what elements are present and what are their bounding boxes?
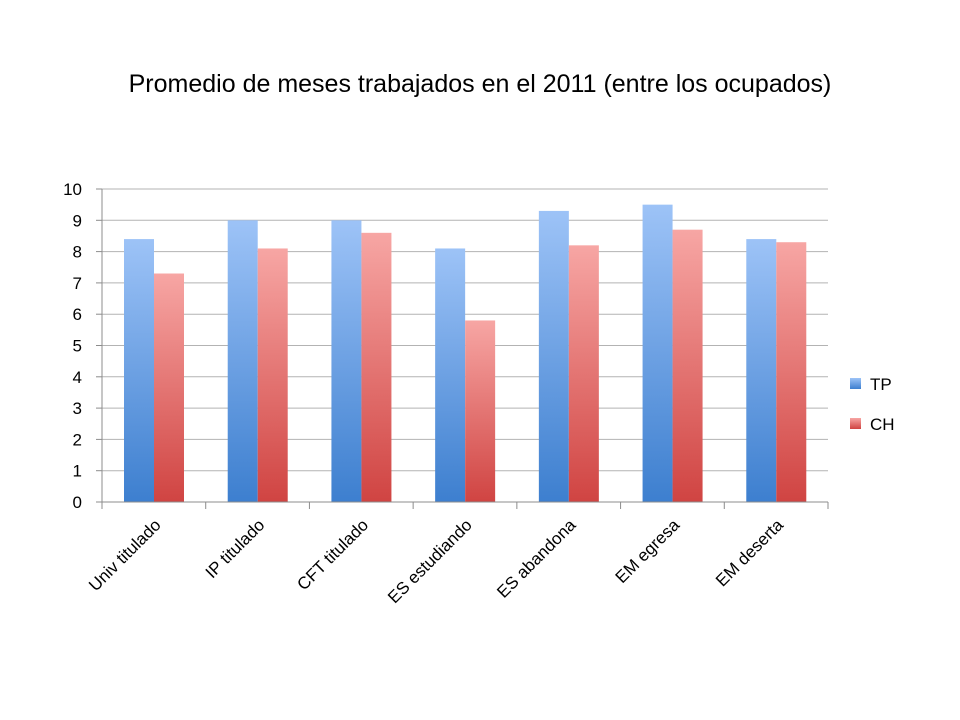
bar-tp	[227, 220, 258, 503]
legend-swatch-tp	[850, 378, 861, 389]
y-tick-label: 3	[73, 399, 82, 418]
bar-tp	[124, 239, 154, 502]
x-category-label: EM deserta	[712, 515, 787, 590]
x-category-label: Univ titulado	[85, 515, 165, 595]
x-category-label: ES estudiando	[384, 515, 476, 607]
legend-label-ch: CH	[870, 415, 895, 434]
x-category-label: EM egresa	[612, 515, 684, 587]
bar-tp	[331, 220, 362, 503]
y-tick-label: 2	[73, 430, 82, 449]
bar-ch	[257, 248, 288, 502]
bar-ch	[776, 242, 807, 502]
bars	[124, 204, 807, 503]
bar-ch	[672, 229, 703, 502]
x-category-label: ES abandona	[493, 515, 580, 602]
y-tick-label: 9	[73, 211, 82, 230]
y-tick-label: 6	[73, 305, 82, 324]
bar-ch	[465, 320, 496, 502]
y-tick-label: 0	[73, 493, 82, 512]
y-tick-label: 4	[73, 368, 82, 387]
legend: TP CH	[850, 375, 895, 434]
bar-tp	[538, 210, 569, 502]
bar-ch	[361, 232, 392, 502]
bar-ch	[154, 273, 184, 502]
bar-tp	[746, 239, 777, 502]
y-tick-label: 10	[63, 180, 82, 199]
legend-label-tp: TP	[870, 375, 892, 394]
y-tick-label: 5	[73, 337, 82, 356]
bar-tp	[642, 204, 673, 502]
y-tick-label: 1	[73, 462, 82, 481]
x-category-label: IP titulado	[202, 515, 269, 582]
legend-swatch-ch	[850, 418, 861, 429]
chart-title: Promedio de meses trabajados en el 2011 …	[128, 70, 832, 98]
bar-ch	[568, 245, 599, 502]
x-category-label: CFT titulado	[293, 515, 372, 594]
y-tick-label: 8	[73, 243, 82, 262]
bar-tp	[435, 248, 466, 502]
y-tick-label: 7	[73, 274, 82, 293]
